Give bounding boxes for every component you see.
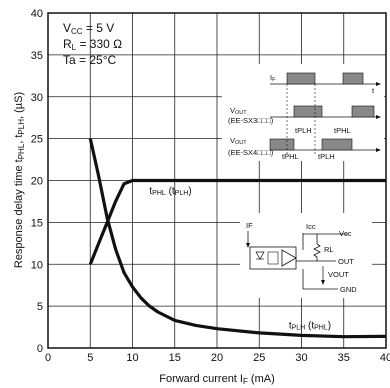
circuit-if-arrow: [246, 243, 250, 248]
timing-if-arrow: [376, 82, 381, 86]
circuit-diagram-inset: IF Icc Vcc RL OUT VOUT GND: [240, 213, 372, 298]
circuit-amplifier-icon: [281, 249, 297, 267]
x-tick-label: 40: [380, 352, 390, 364]
circuit-resistor-icon: [313, 243, 321, 258]
circuit-icc-label: Icc: [306, 222, 316, 231]
timing-vout1-label: VOUT: [230, 106, 247, 116]
x-tick-label: 15: [169, 352, 181, 364]
timing-part1-label: (EE-SX3□□□): [228, 116, 274, 125]
condition-ta: Ta = 25°C: [63, 53, 116, 67]
series-tplh-label: tPLH (tPHL): [289, 321, 331, 332]
timing-vout1-arrow: [376, 115, 381, 119]
series-tphl-label: tPHL (tPLH): [149, 186, 191, 197]
series-tplh-line: [88, 138, 387, 339]
timing-if-label: IF: [270, 73, 276, 83]
x-axis-label: Forward current IF (mA): [159, 373, 275, 386]
timing-tplh-label-1: tPLH: [295, 126, 312, 135]
timing-t-label-1: t: [372, 86, 375, 95]
timing-vout2-pulse-1: [269, 138, 295, 151]
x-tick-label: 5: [87, 352, 93, 364]
condition-rl: RL = 330 Ω: [63, 37, 122, 52]
y-axis-label: Response delay time tPHL, tPLH, (µS): [13, 92, 26, 268]
x-tick-label: 30: [295, 352, 307, 364]
conditions-block: VCC = 5 V RL = 330 Ω Ta = 25°C: [63, 21, 122, 67]
y-tick-label: 25: [31, 134, 43, 146]
condition-vcc: VCC = 5 V: [63, 21, 114, 36]
timing-tphl-label-2: tPHL: [282, 152, 299, 161]
y-tick-label: 5: [37, 301, 43, 313]
circuit-led-icon: [255, 251, 265, 260]
y-tick-label: 35: [31, 50, 43, 62]
timing-vout2-arrow: [376, 148, 381, 152]
timing-tphl-label-1: tPHL: [334, 126, 351, 135]
timing-if-pulse-2: [342, 72, 364, 85]
y-tick-label: 40: [31, 8, 43, 20]
circuit-vout-arrow: [321, 280, 325, 285]
circuit-rl-label: RL: [324, 245, 334, 254]
x-tick-label: 20: [211, 352, 223, 364]
circuit-gnd-label: GND: [340, 285, 357, 294]
y-tick-labels: 0 5 10 15 20 25 30 35 40: [31, 8, 43, 355]
timing-vout1-pulse-1: [293, 105, 323, 118]
circuit-vcc-label: Vcc: [339, 229, 352, 238]
y-tick-label: 0: [37, 343, 43, 355]
timing-tplh-label-2: tPLH: [318, 152, 335, 161]
x-tick-label: 10: [126, 352, 138, 364]
x-tick-label: 0: [45, 352, 51, 364]
y-tick-label: 20: [31, 176, 43, 188]
x-tick-labels: 0 5 10 15 20 25 30 35 40: [45, 352, 390, 364]
circuit-vout-label: VOUT: [328, 270, 349, 279]
y-tick-label: 10: [31, 259, 43, 271]
circuit-out-label: OUT: [338, 257, 354, 266]
circuit-if-label: IF: [246, 221, 253, 230]
timing-if-pulse-1: [286, 72, 316, 85]
timing-vout2-label: VOUT: [230, 136, 247, 146]
x-tick-label: 35: [338, 352, 350, 364]
timing-part2-label: (EE-SX4□□□): [228, 148, 274, 157]
y-tick-label: 30: [31, 92, 43, 104]
timing-vout1-pulse-2: [351, 105, 375, 118]
y-tick-label: 15: [31, 217, 43, 229]
x-tick-label: 25: [253, 352, 265, 364]
timing-diagram-inset: IF t VOUT (EE-SX3□□□) tPLH tPHL VOUT (EE…: [222, 64, 384, 161]
timing-vout2-pulse-2: [321, 138, 353, 151]
circuit-detector-icon: [267, 251, 279, 265]
